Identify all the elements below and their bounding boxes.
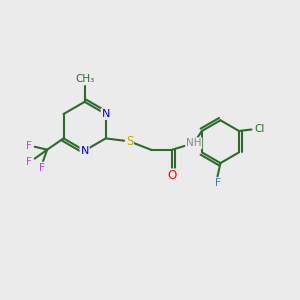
- Text: Cl: Cl: [255, 124, 265, 134]
- Text: NH: NH: [186, 138, 201, 148]
- Text: CH₃: CH₃: [75, 74, 94, 84]
- Text: F: F: [26, 157, 32, 167]
- Text: O: O: [168, 169, 177, 182]
- Text: F: F: [39, 163, 45, 172]
- Text: N: N: [101, 109, 110, 119]
- Text: S: S: [126, 135, 133, 148]
- Text: N: N: [80, 146, 89, 156]
- Text: F: F: [214, 178, 220, 188]
- Text: F: F: [26, 141, 32, 151]
